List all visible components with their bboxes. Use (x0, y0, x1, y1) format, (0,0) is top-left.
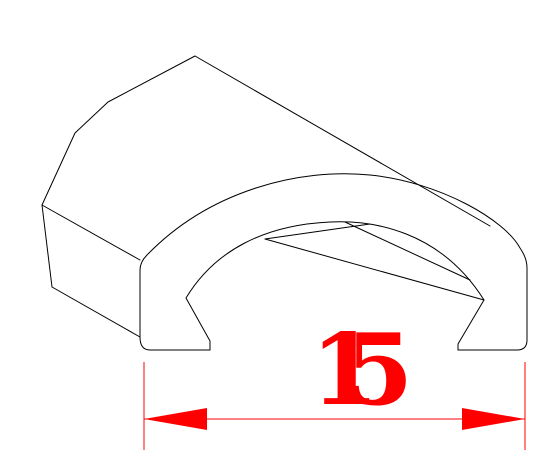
width-dimension: 15 (143, 313, 526, 450)
dimension-value: 15 (311, 313, 406, 428)
left-side-upper-edge (41, 204, 141, 261)
back-vertical-edge (41, 204, 53, 288)
left-side-lower-edge (51, 286, 141, 338)
back-profile-edge (41, 55, 196, 206)
inner-arch-top-edge (344, 221, 471, 281)
dimension-arrow-left (144, 408, 207, 430)
inner-arch-upper-seam (264, 223, 371, 240)
top-extrusion-edge (194, 55, 491, 227)
dimension-arrow-right (462, 408, 525, 430)
inner-arch-extrusion-edge (264, 238, 485, 301)
front-outer-profile (139, 173, 528, 351)
extruded-profile (41, 55, 528, 351)
